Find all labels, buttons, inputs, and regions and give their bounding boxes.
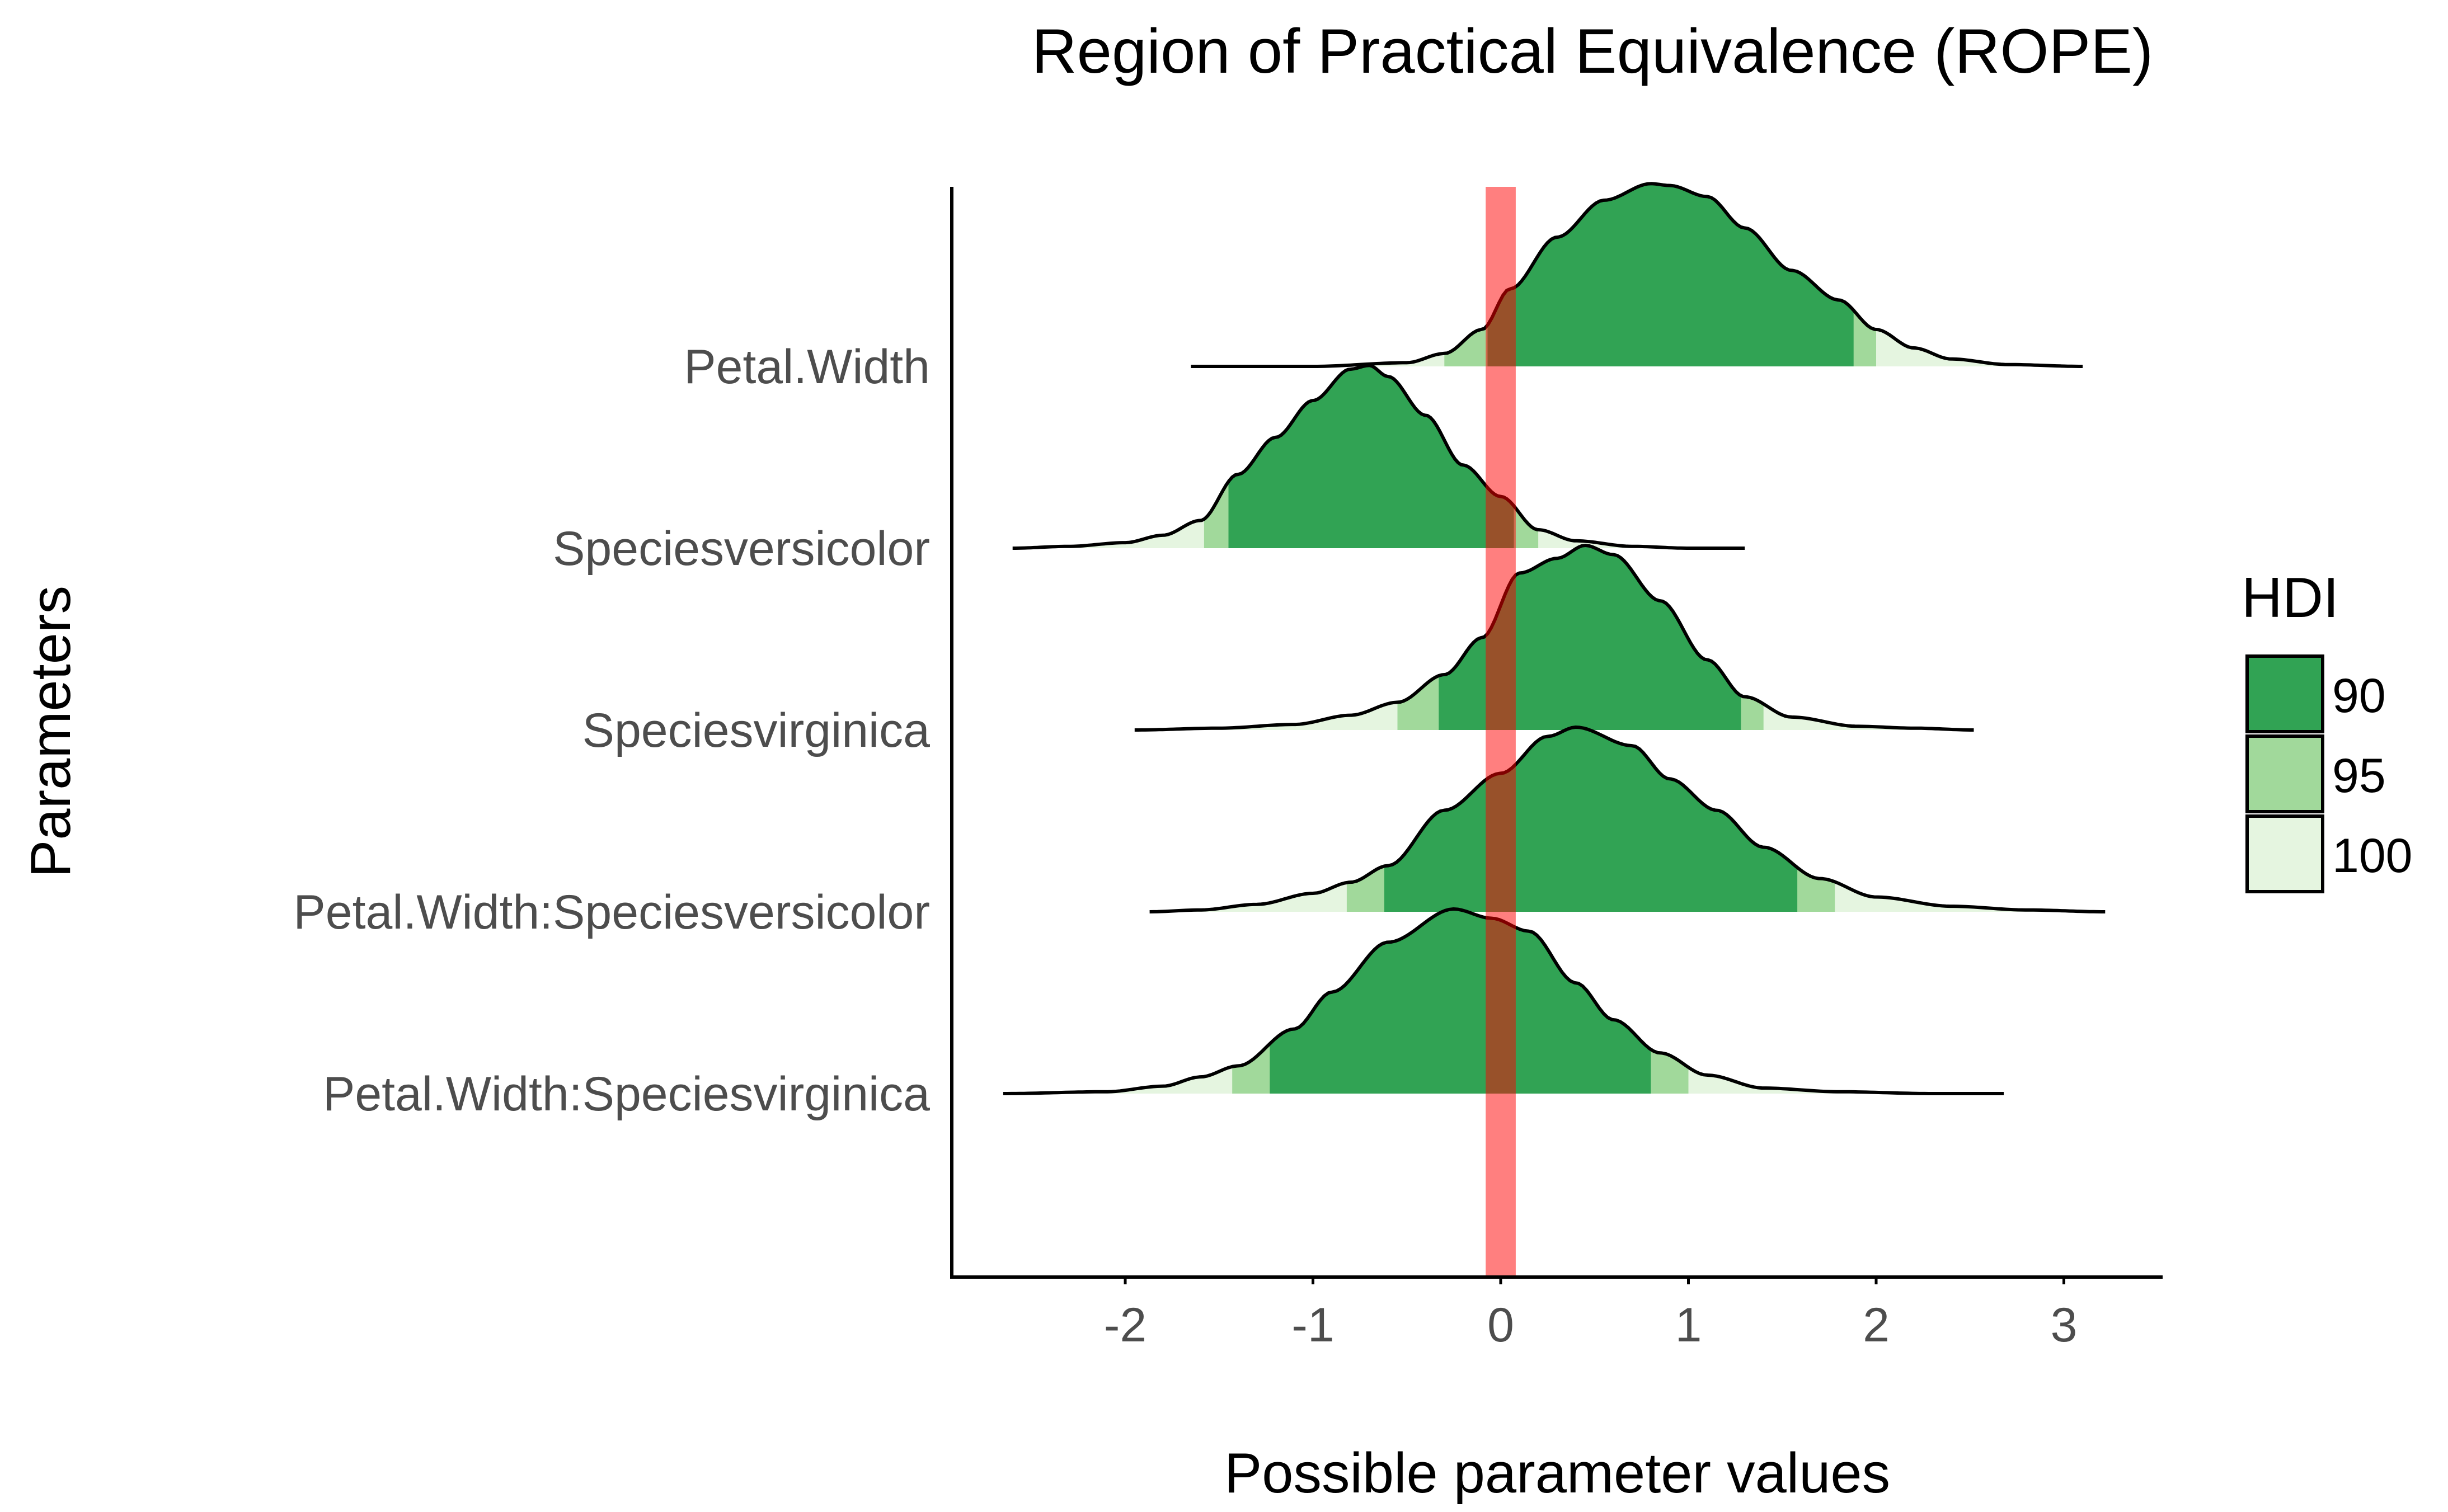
legend-item: 95 <box>2245 734 2386 813</box>
axes-layer <box>950 187 2163 1279</box>
legend-swatch <box>2245 814 2324 893</box>
legend-title: HDI <box>2242 567 2339 629</box>
y-axis-title: Parameters <box>20 586 82 878</box>
ticks-layer: -2 -1 0 1 2 3 <box>1104 1277 2078 1352</box>
chart-title: Region of Practical Equivalence (ROPE) <box>1032 16 2153 86</box>
y-tick-label: Petal.Width <box>684 340 930 394</box>
legend-swatch <box>2245 654 2324 733</box>
legend-item: 90 <box>2245 654 2386 733</box>
ridges-layer <box>1003 182 2106 1095</box>
density-outline <box>1191 182 2083 368</box>
legend-items: 90 95 100 <box>2245 654 2413 893</box>
legend-swatch <box>2245 734 2324 813</box>
x-tick-label: 3 <box>2051 1298 2078 1352</box>
ridge-Petal.Width <box>1191 182 2083 368</box>
x-tick-label: 0 <box>1487 1298 1514 1352</box>
rope-layer <box>1486 187 1516 1277</box>
density-outline <box>1012 364 1745 550</box>
x-axis-title: Possible parameter values <box>1224 1442 1890 1505</box>
density-outline <box>1149 726 2106 913</box>
ridge-Speciesversicolor <box>1012 364 1745 550</box>
ridge-Speciesvirginica <box>1134 544 1974 732</box>
y-tick-label: Speciesvirginica <box>582 704 931 757</box>
x-tick-label: 2 <box>1863 1298 1890 1352</box>
legend-label: 95 <box>2332 749 2386 803</box>
rope-band <box>1486 187 1516 1277</box>
x-tick-label: -2 <box>1104 1298 1147 1352</box>
y-tick-label: Speciesversicolor <box>553 522 930 576</box>
hdi-90-area <box>1487 183 1854 366</box>
hdi-90-area <box>1384 727 1798 912</box>
ridge-Petal.Width:Speciesversicolor <box>1149 726 2106 913</box>
legend-label: 90 <box>2332 669 2386 723</box>
y-tick-label: Petal.Width:Speciesvirginica <box>323 1067 930 1121</box>
x-tick-label: 1 <box>1675 1298 1702 1352</box>
y-tick-label: Petal.Width:Speciesversicolor <box>293 885 930 939</box>
hdi-90-area <box>1228 365 1514 548</box>
legend-item: 100 <box>2245 814 2413 893</box>
density-outline <box>1134 544 1974 732</box>
legend-label: 100 <box>2332 829 2413 883</box>
legend: HDI 90 95 100 <box>2242 567 2413 893</box>
hdi-90-area <box>1270 909 1651 1094</box>
y-tick-labels: Petal.Width Speciesversicolor Speciesvirgi… <box>293 340 930 1121</box>
x-tick-label: -1 <box>1291 1298 1334 1352</box>
